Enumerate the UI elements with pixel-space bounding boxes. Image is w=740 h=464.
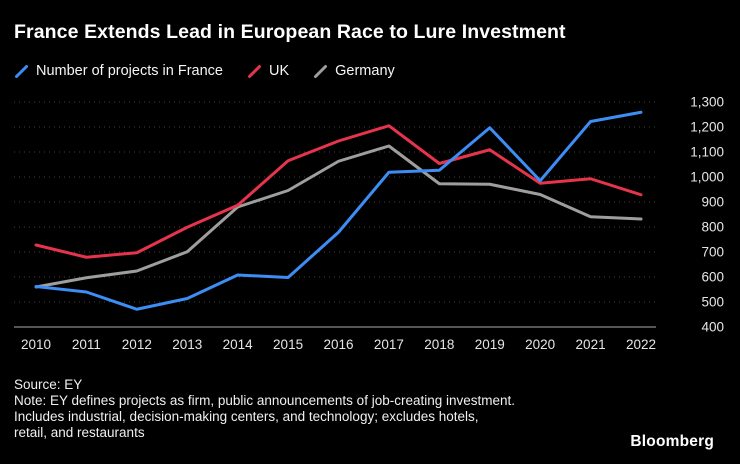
x-tick-label: 2022 — [626, 337, 656, 352]
legend-swatch-icon — [247, 64, 261, 78]
x-tick-label: 2019 — [475, 337, 505, 352]
legend-item: Germany — [313, 63, 395, 79]
y-tick-label: 1,000 — [690, 170, 724, 185]
legend-item: Number of projects in France — [14, 63, 223, 79]
source-text: Source: EY — [14, 377, 83, 392]
legend-swatch-icon — [15, 64, 28, 78]
chart-svg: 400 500 600 700 800 900 1,000 1,100 1,200 1,300 20… — [14, 95, 724, 352]
legend-item-label: UK — [268, 63, 290, 79]
x-tick-label: 2020 — [525, 337, 555, 352]
y-tick-label: 800 — [701, 220, 724, 235]
bloomberg-logo: Bloomberg — [630, 433, 714, 450]
note-line: retail, and restaurants — [14, 425, 145, 440]
x-tick-label: 2012 — [122, 337, 152, 352]
x-tick-label: 2015 — [273, 337, 303, 352]
series-line-germany — [34, 144, 643, 289]
note-line: Note: EY defines projects as firm, publi… — [14, 393, 516, 408]
y-tick-label: 1,300 — [690, 95, 724, 110]
note-line: Includes industrial, decision-making cen… — [14, 409, 479, 424]
y-tick-label: 500 — [701, 295, 724, 310]
y-tick-label: 700 — [701, 245, 724, 260]
x-tick-label: 2017 — [374, 337, 404, 352]
footer: Source: EY Note: EY defines projects as … — [14, 377, 515, 441]
y-tick-label: 1,200 — [690, 120, 724, 135]
x-tick-label: 2010 — [21, 337, 51, 352]
x-tick-label: 2016 — [323, 337, 353, 352]
page-title: France Extends Lead in European Race to … — [14, 21, 566, 43]
legend-item: UK — [247, 63, 289, 79]
legend: Number of projects in France UK Germany — [14, 63, 395, 79]
x-tick-label: 2018 — [424, 337, 454, 352]
x-tick-label: 2011 — [72, 337, 101, 352]
y-tick-label: 400 — [701, 320, 724, 335]
x-tick-label: 2013 — [172, 337, 202, 352]
legend-item-label: Germany — [335, 63, 395, 79]
y-tick-label: 1,100 — [690, 145, 724, 160]
y-tick-label: 900 — [701, 195, 724, 210]
series-line-uk — [34, 124, 643, 259]
legend-swatch-icon — [314, 64, 328, 78]
series-line-number-of-projects-in-france — [34, 110, 643, 311]
x-tick-label: 2014 — [223, 337, 254, 352]
legend-item-label: Number of projects in France — [36, 63, 223, 79]
x-tick-label: 2021 — [576, 337, 606, 352]
y-tick-label: 600 — [701, 270, 724, 285]
